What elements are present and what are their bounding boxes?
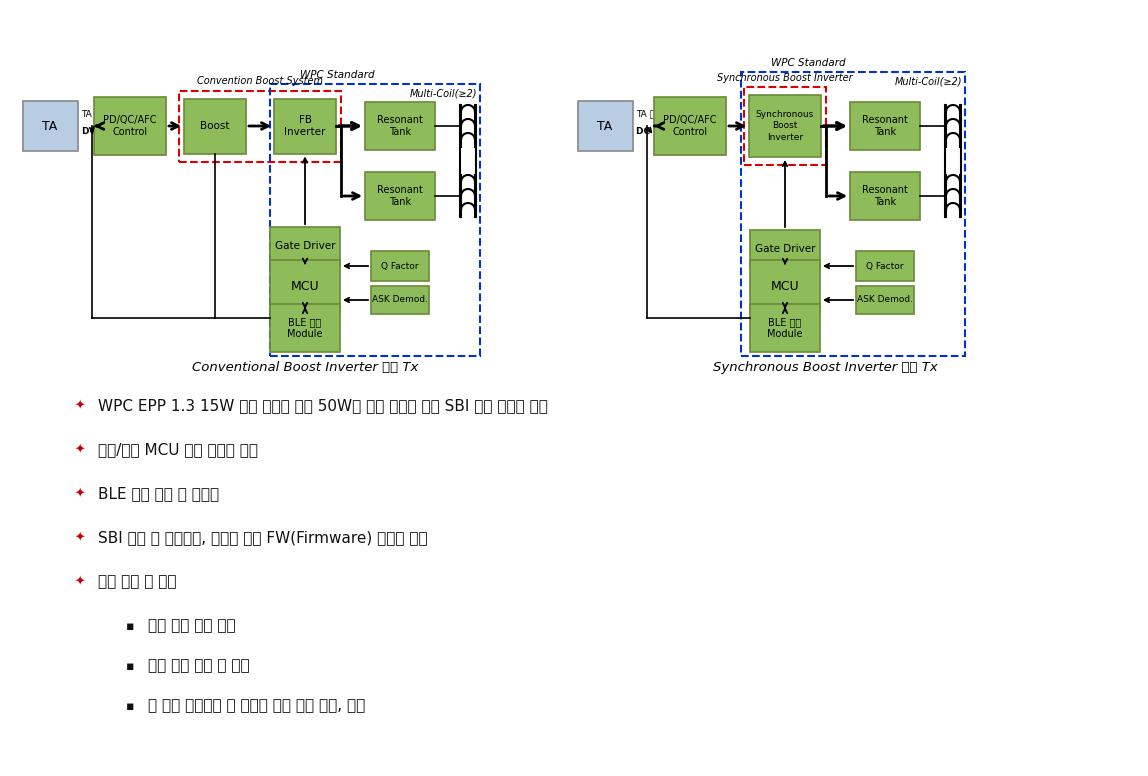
Text: ✦: ✦ — [75, 576, 85, 588]
Text: Multi-Coil(≥2): Multi-Coil(≥2) — [894, 77, 962, 87]
Text: Resonant
Tank: Resonant Tank — [377, 115, 422, 137]
Text: 무선 충전 효율 검증: 무선 충전 효율 검증 — [148, 618, 235, 633]
Text: Convention Boost System: Convention Boost System — [197, 77, 323, 86]
Text: TA 전원: TA 전원 — [636, 109, 661, 119]
Text: ▪: ▪ — [126, 619, 134, 632]
Text: Gate Driver: Gate Driver — [754, 244, 815, 254]
Bar — [94, 97, 166, 155]
Bar — [750, 260, 820, 312]
Bar — [270, 260, 340, 312]
Text: TA 전원: TA 전원 — [82, 109, 106, 119]
Text: MCU: MCU — [770, 279, 799, 293]
Text: SBI 구동 및 전력제어, 통신을 위한 FW(Firmware) 내재화 개발: SBI 구동 및 전력제어, 통신을 위한 FW(Firmware) 내재화 개… — [98, 531, 427, 546]
Text: Synchronous Boost Inverter: Synchronous Boost Inverter — [718, 73, 853, 83]
Text: ✦: ✦ — [75, 444, 85, 456]
Text: WPC EPP 1.3 15W 호환 기능을 갖춘 50W급 멀티 코일을 갖는 SBI 송신 시스템 개발: WPC EPP 1.3 15W 호환 기능을 갖춘 50W급 멀티 코일을 갖는… — [98, 399, 548, 414]
Text: Conventional Boost Inverter 방식 Tx: Conventional Boost Inverter 방식 Tx — [192, 361, 418, 374]
Text: Q Factor: Q Factor — [867, 262, 903, 271]
Text: BLE 통신
Module: BLE 통신 Module — [287, 317, 323, 339]
Text: ASK Demod.: ASK Demod. — [372, 296, 428, 304]
Bar — [184, 99, 246, 154]
Bar — [371, 251, 429, 281]
Text: Resonant
Tank: Resonant Tank — [862, 185, 908, 207]
Bar — [365, 172, 435, 220]
Bar — [371, 286, 429, 314]
Text: BLE 통신 도입 및 최적화: BLE 통신 도입 및 최적화 — [98, 487, 219, 501]
Bar — [270, 227, 340, 265]
Text: Synchronous Boost Inverter 방식 Tx: Synchronous Boost Inverter 방식 Tx — [713, 361, 938, 374]
Bar — [856, 251, 914, 281]
Bar — [744, 87, 827, 165]
Text: Boost: Boost — [200, 121, 230, 131]
Bar — [740, 72, 965, 356]
Text: Multi-Coil(≥2): Multi-Coil(≥2) — [410, 89, 478, 99]
Text: ✦: ✦ — [75, 487, 85, 501]
Text: ▪: ▪ — [126, 660, 134, 673]
Text: WPC Standard: WPC Standard — [300, 70, 374, 80]
Text: ✦: ✦ — [75, 532, 85, 545]
Text: Gate Driver: Gate Driver — [274, 241, 335, 251]
Text: FB
Inverter: FB Inverter — [285, 115, 326, 137]
Bar — [179, 91, 341, 161]
Text: MCU: MCU — [290, 279, 319, 293]
Text: Q Factor: Q Factor — [381, 262, 419, 271]
Text: 방열 특성 측정 및 개선: 방열 특성 측정 및 개선 — [148, 659, 249, 674]
Bar — [577, 101, 633, 151]
Text: ✦: ✦ — [75, 400, 85, 413]
Text: TA: TA — [42, 120, 57, 133]
Text: Synchronous
Boost
Inverter: Synchronous Boost Inverter — [755, 110, 814, 141]
Text: WPC Standard: WPC Standard — [771, 58, 846, 68]
Text: 상용/범용 MCU 기반 시스템 개발: 상용/범용 MCU 기반 시스템 개발 — [98, 442, 258, 458]
Text: PD/QC/AFC
Control: PD/QC/AFC Control — [103, 115, 157, 137]
Bar — [270, 84, 480, 356]
Bar — [23, 101, 78, 151]
Text: DC 20V: DC 20V — [82, 127, 118, 137]
Text: DC 20V: DC 20V — [636, 127, 673, 137]
Bar — [850, 172, 920, 220]
Bar — [850, 102, 920, 150]
Bar — [856, 286, 914, 314]
Text: BLE 통신
Module: BLE 통신 Module — [767, 317, 802, 339]
Bar — [274, 99, 336, 154]
Bar — [365, 102, 435, 150]
Bar — [654, 97, 726, 155]
Text: PD/QC/AFC
Control: PD/QC/AFC Control — [664, 115, 716, 137]
Text: Resonant
Tank: Resonant Tank — [377, 185, 422, 207]
Text: 성능 검증 및 개선: 성능 검증 및 개선 — [98, 574, 177, 590]
Text: ASK Demod.: ASK Demod. — [858, 296, 913, 304]
Bar — [270, 304, 340, 352]
Text: 고 출력 무선충전 시 이물질 감지 기술 적용, 검증: 고 출력 무선충전 시 이물질 감지 기술 적용, 검증 — [148, 698, 365, 713]
Text: TA: TA — [597, 120, 613, 133]
Bar — [750, 304, 820, 352]
Bar — [748, 95, 821, 157]
Bar — [750, 230, 820, 268]
Text: Resonant
Tank: Resonant Tank — [862, 115, 908, 137]
Text: ▪: ▪ — [126, 699, 134, 712]
